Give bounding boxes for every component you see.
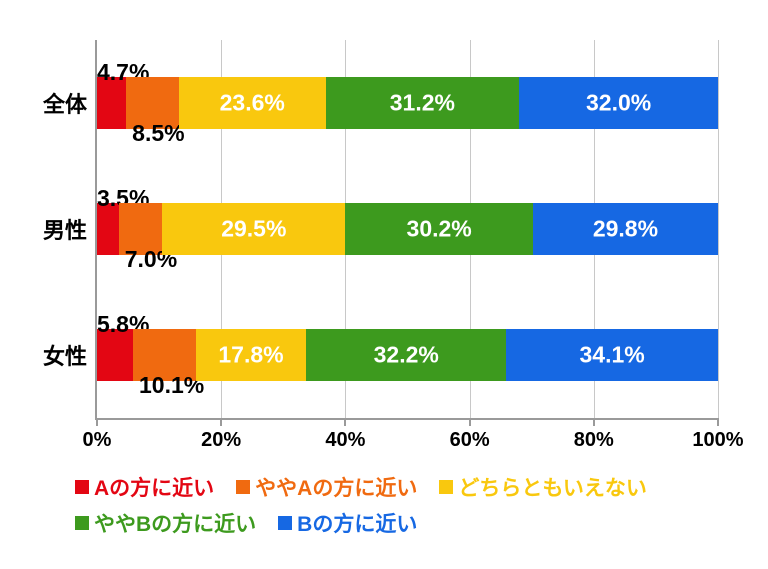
- legend-item: ややBの方に近い: [75, 508, 256, 538]
- bar-segment: 8.5%: [126, 77, 179, 129]
- bar-segment: 30.2%: [345, 203, 533, 255]
- bar-segment: 32.2%: [306, 329, 506, 381]
- x-tick: [96, 418, 98, 426]
- legend-label: ややAの方に近い: [255, 472, 417, 502]
- category-label: 女性: [43, 339, 97, 371]
- bar-segment: 3.5%: [97, 203, 119, 255]
- data-label: 34.1%: [579, 342, 644, 369]
- data-label: 17.8%: [218, 342, 283, 369]
- data-label: 30.2%: [407, 216, 472, 243]
- legend-label: どちらともいえない: [458, 472, 647, 502]
- data-label: 8.5%: [132, 120, 184, 147]
- category-label: 全体: [43, 87, 97, 119]
- bar-row-male: 男性3.5%7.0%29.5%30.2%29.8%: [97, 203, 718, 255]
- plot-area: 0%20%40%60%80%100%全体4.7%8.5%23.6%31.2%32…: [95, 40, 718, 420]
- data-label: 31.2%: [390, 89, 455, 116]
- x-tick-label: 0%: [83, 429, 112, 452]
- x-tick-label: 80%: [574, 429, 614, 452]
- x-tick: [717, 418, 719, 426]
- legend: Aの方に近い ややAの方に近い どちらともいえないややBの方に近い Bの方に近い: [75, 472, 728, 538]
- legend-swatch: [75, 480, 89, 494]
- x-tick-label: 60%: [450, 429, 490, 452]
- x-tick-label: 100%: [692, 429, 743, 452]
- bar-segment: 29.8%: [533, 203, 718, 255]
- gridline: [718, 40, 719, 418]
- data-label: 32.0%: [586, 89, 651, 116]
- x-tick: [593, 418, 595, 426]
- data-label: 10.1%: [139, 372, 204, 399]
- legend-item: Bの方に近い: [278, 508, 417, 538]
- legend-swatch: [236, 480, 250, 494]
- legend-swatch: [439, 480, 453, 494]
- bar-row-female: 女性5.8%10.1%17.8%32.2%34.1%: [97, 329, 718, 381]
- bar-segment: 23.6%: [179, 77, 326, 129]
- legend-item: Aの方に近い: [75, 472, 214, 502]
- x-tick: [344, 418, 346, 426]
- x-tick-label: 40%: [325, 429, 365, 452]
- bar-segment: 4.7%: [97, 77, 126, 129]
- bar-segment: 7.0%: [119, 203, 162, 255]
- bar-segment: 34.1%: [506, 329, 718, 381]
- bar-segment: 17.8%: [196, 329, 307, 381]
- legend-item: ややAの方に近い: [236, 472, 417, 502]
- legend-swatch: [278, 516, 292, 530]
- legend-label: Bの方に近い: [297, 508, 417, 538]
- stacked-bar-chart: 0% 20% 40% 60% 80% 100% 全体4.7%8.5% 23.6% 31.2% 32…: [0, 0, 768, 569]
- x-tick-label: 20%: [201, 429, 241, 452]
- x-tick: [469, 418, 471, 426]
- data-label: 23.6%: [220, 89, 285, 116]
- bar-segment: 10.1%: [133, 329, 196, 381]
- bar-row-overall: 全体4.7%8.5%23.6%31.2%32.0%: [97, 77, 718, 129]
- bar-segment: 32.0%: [519, 77, 718, 129]
- category-label: 男性: [43, 213, 97, 245]
- data-label: 29.8%: [593, 216, 658, 243]
- data-label: 32.2%: [374, 342, 439, 369]
- bar-segment: 31.2%: [326, 77, 520, 129]
- legend-item: どちらともいえない: [439, 472, 647, 502]
- legend-swatch: [75, 516, 89, 530]
- legend-label: Aの方に近い: [94, 472, 214, 502]
- legend-label: ややBの方に近い: [94, 508, 256, 538]
- bar-segment: 5.8%: [97, 329, 133, 381]
- bar-segment: 29.5%: [162, 203, 345, 255]
- x-tick: [220, 418, 222, 426]
- data-label: 29.5%: [221, 216, 286, 243]
